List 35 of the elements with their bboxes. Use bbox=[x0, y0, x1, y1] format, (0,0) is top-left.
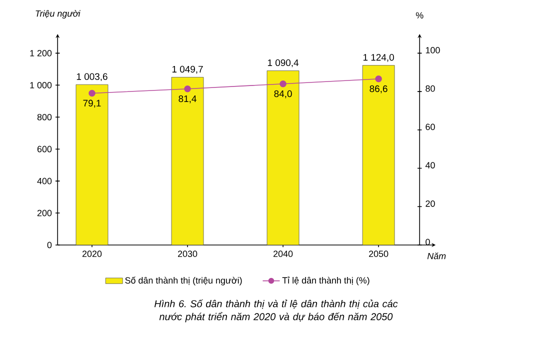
y2-tick-label: 80 bbox=[426, 85, 435, 92]
y2-tick-label: 0 bbox=[426, 238, 430, 246]
y2-tick-label: 40 bbox=[425, 162, 435, 168]
y-tick-label: 600 bbox=[37, 146, 52, 152]
y-tick-label: 400 bbox=[37, 178, 52, 184]
bar bbox=[171, 77, 204, 246]
x-tick-label: 2040 bbox=[274, 250, 293, 257]
data-label: 79,1 bbox=[83, 100, 101, 108]
bar bbox=[266, 70, 300, 246]
y-tick-label: 200 bbox=[37, 210, 52, 216]
y-tick-label: 1 200 bbox=[30, 50, 52, 56]
data-label: 1 090,4 bbox=[268, 59, 299, 68]
bar bbox=[362, 65, 395, 246]
y2-axis-title: % bbox=[416, 12, 424, 18]
y2-tick-label: 100 bbox=[426, 47, 440, 54]
y-tick-label: 1 000 bbox=[30, 82, 52, 88]
legend-label: Tỉ lệ dân thành thị (%) bbox=[282, 276, 370, 286]
text: Hình 6. Số dân thành thị và tỉ lệ dân thành thị của các nước phát triển năm 2020 và dự báo đến năm 2050 bbox=[154, 300, 398, 322]
legend-label: Số dân thành thị (triệu người) bbox=[125, 276, 242, 286]
x-axis-title: Năm bbox=[427, 252, 446, 260]
data-label: 81,4 bbox=[178, 95, 196, 104]
x-tick-label: 2020 bbox=[82, 250, 102, 257]
data-label: 1 124,0 bbox=[363, 54, 394, 62]
data-label: 84,0 bbox=[274, 90, 292, 98]
y-axis-title: Triệu người bbox=[36, 10, 80, 18]
y-tick-label: 800 bbox=[37, 114, 52, 120]
x-tick-label: 2050 bbox=[369, 250, 388, 257]
y2-tick-label: 60 bbox=[426, 124, 435, 130]
bar bbox=[76, 84, 108, 246]
data-label: 86,6 bbox=[370, 85, 388, 94]
data-label: 1 049,7 bbox=[172, 66, 203, 74]
y-tick-label: 0 bbox=[47, 242, 52, 248]
x-tick-label: 2030 bbox=[178, 250, 198, 257]
y2-tick-label: 20 bbox=[426, 200, 435, 207]
data-label: 1 003,6 bbox=[76, 73, 108, 82]
